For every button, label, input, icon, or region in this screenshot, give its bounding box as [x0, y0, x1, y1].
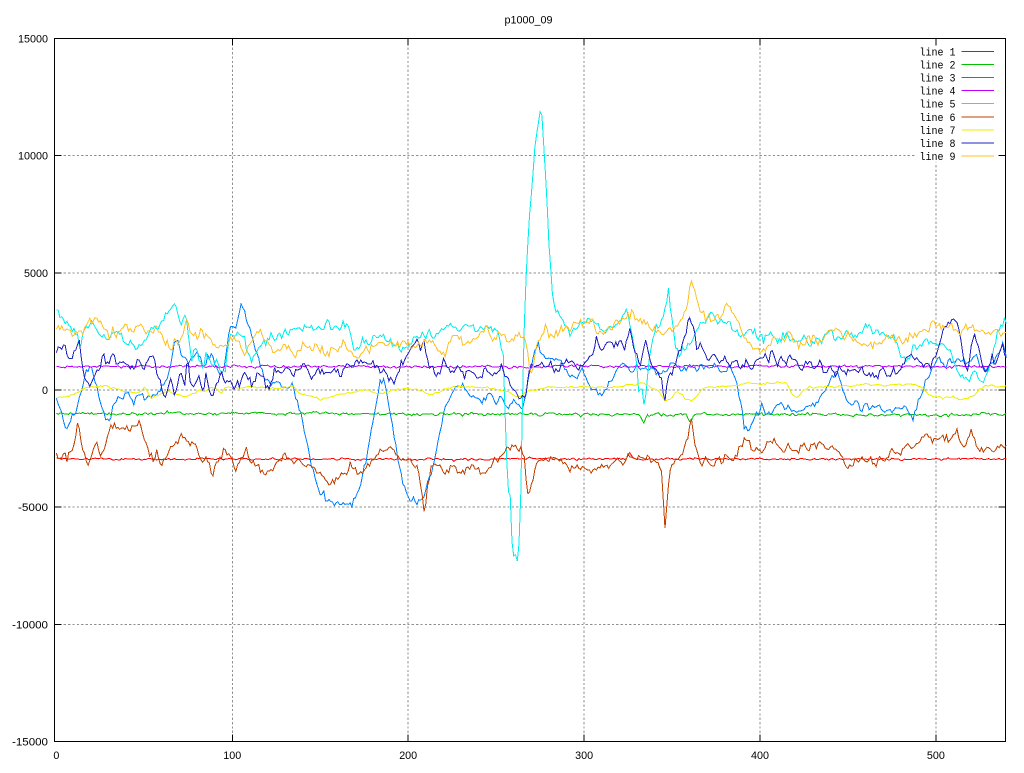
svg-text:-15000: -15000: [12, 737, 48, 749]
svg-text:10000: 10000: [18, 151, 48, 163]
svg-text:-10000: -10000: [12, 619, 48, 631]
svg-text:line 3: line 3: [920, 74, 956, 86]
svg-text:line 4: line 4: [920, 87, 956, 99]
svg-text:line 7: line 7: [920, 126, 956, 138]
svg-text:5000: 5000: [24, 268, 48, 280]
svg-text:line 2: line 2: [920, 61, 956, 73]
svg-text:0: 0: [42, 385, 48, 397]
svg-text:400: 400: [751, 750, 769, 762]
svg-text:line 5: line 5: [920, 100, 956, 112]
svg-text:300: 300: [575, 750, 593, 762]
svg-text:-5000: -5000: [18, 502, 48, 514]
svg-text:line 9: line 9: [920, 152, 956, 164]
svg-text:line 8: line 8: [920, 139, 956, 151]
svg-text:200: 200: [399, 750, 417, 762]
svg-text:500: 500: [927, 750, 945, 762]
svg-text:15000: 15000: [18, 33, 48, 45]
svg-text:line 1: line 1: [920, 48, 956, 60]
svg-text:0: 0: [53, 750, 59, 762]
svg-text:line 6: line 6: [920, 113, 956, 125]
svg-text:100: 100: [223, 750, 241, 762]
svg-text:p1000_09: p1000_09: [505, 15, 553, 27]
